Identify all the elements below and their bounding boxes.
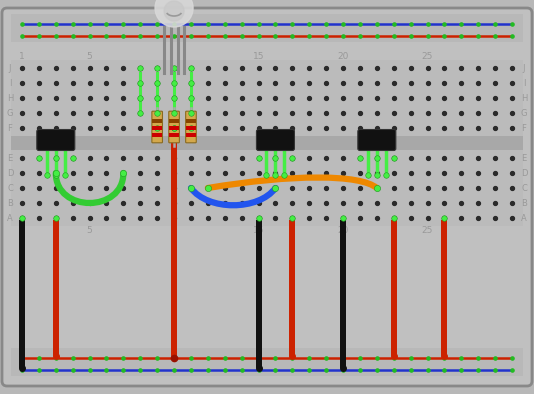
- Bar: [289, 220, 295, 356]
- Text: H: H: [521, 93, 527, 102]
- FancyBboxPatch shape: [37, 130, 75, 151]
- Bar: [442, 220, 447, 356]
- Bar: [11, 360, 523, 376]
- Text: 15: 15: [253, 52, 264, 61]
- Text: B: B: [521, 199, 527, 208]
- Bar: [186, 126, 196, 130]
- Text: 15: 15: [253, 225, 264, 234]
- Bar: [391, 220, 397, 356]
- Bar: [53, 220, 59, 356]
- Text: I: I: [523, 78, 525, 87]
- FancyBboxPatch shape: [256, 130, 294, 151]
- Text: 1: 1: [19, 225, 25, 234]
- Bar: [186, 119, 196, 123]
- Bar: [19, 220, 25, 368]
- Bar: [152, 126, 162, 130]
- Text: E: E: [521, 154, 527, 162]
- Text: E: E: [7, 154, 13, 162]
- Text: H: H: [7, 93, 13, 102]
- Text: J: J: [9, 63, 11, 72]
- Bar: [11, 60, 523, 136]
- Bar: [11, 150, 523, 226]
- Bar: [169, 119, 179, 123]
- Text: C: C: [7, 184, 13, 193]
- Text: 20: 20: [337, 52, 349, 61]
- FancyBboxPatch shape: [186, 111, 197, 143]
- Text: 5: 5: [87, 225, 92, 234]
- Bar: [11, 348, 523, 364]
- Text: F: F: [7, 123, 12, 132]
- Text: A: A: [7, 214, 13, 223]
- Circle shape: [155, 0, 193, 27]
- Bar: [256, 220, 262, 368]
- Bar: [11, 14, 523, 30]
- Bar: [11, 136, 523, 150]
- Bar: [152, 119, 162, 123]
- FancyBboxPatch shape: [358, 130, 396, 151]
- Text: F: F: [522, 123, 527, 132]
- Bar: [152, 133, 162, 137]
- Bar: [169, 126, 179, 130]
- Text: 25: 25: [422, 225, 433, 234]
- Text: 5: 5: [87, 52, 92, 61]
- Text: D: D: [521, 169, 527, 178]
- Text: G: G: [7, 108, 13, 117]
- Bar: [171, 122, 177, 358]
- Text: A: A: [521, 214, 527, 223]
- Bar: [11, 26, 523, 42]
- FancyBboxPatch shape: [169, 111, 179, 143]
- Text: C: C: [521, 184, 527, 193]
- Text: B: B: [7, 199, 13, 208]
- Text: D: D: [7, 169, 13, 178]
- Text: 25: 25: [422, 52, 433, 61]
- Text: 20: 20: [337, 225, 349, 234]
- Bar: [340, 220, 346, 368]
- Bar: [169, 133, 179, 137]
- Text: 1: 1: [19, 52, 25, 61]
- Text: G: G: [521, 108, 527, 117]
- Text: I: I: [9, 78, 11, 87]
- FancyBboxPatch shape: [152, 111, 162, 143]
- Text: J: J: [523, 63, 525, 72]
- Circle shape: [164, 1, 184, 21]
- Bar: [186, 133, 196, 137]
- FancyBboxPatch shape: [2, 8, 532, 386]
